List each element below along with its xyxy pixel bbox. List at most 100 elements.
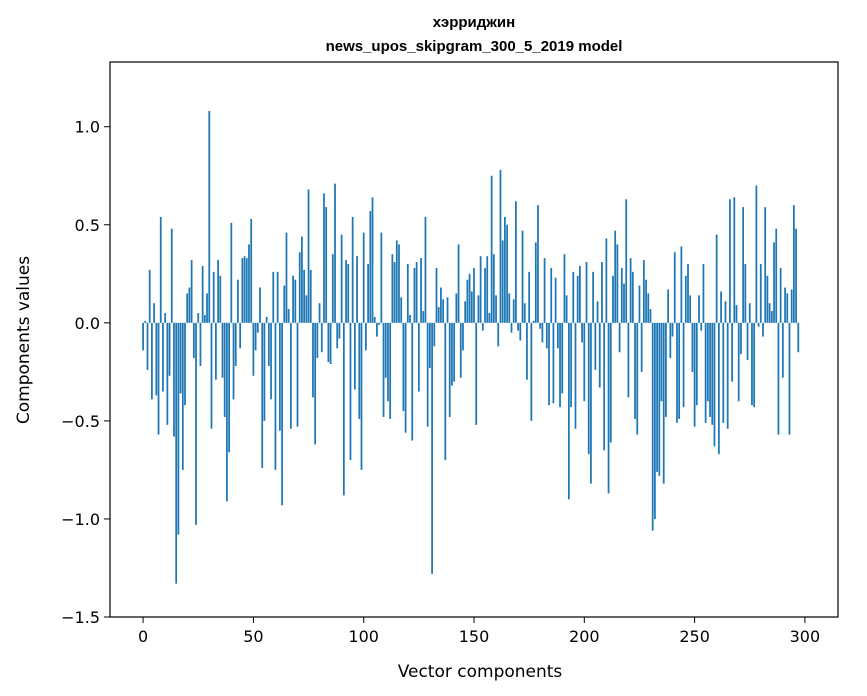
bar — [406, 264, 409, 323]
bar — [512, 299, 515, 323]
bar — [287, 309, 290, 323]
bar — [570, 322, 572, 408]
bar — [217, 260, 219, 323]
bar — [241, 258, 244, 323]
bar — [695, 322, 698, 406]
bar — [567, 322, 570, 500]
bar — [598, 322, 601, 388]
bar — [583, 322, 586, 402]
bar — [170, 228, 173, 323]
bar — [395, 240, 398, 323]
bar — [234, 322, 237, 366]
bar — [662, 322, 665, 484]
bar — [519, 322, 522, 341]
bar — [751, 322, 753, 406]
bar — [638, 285, 641, 323]
bar — [243, 256, 246, 323]
bar — [417, 322, 420, 392]
bar — [592, 271, 594, 323]
bar — [768, 303, 771, 323]
bar — [687, 264, 689, 323]
bar — [334, 183, 336, 323]
bar — [665, 322, 667, 417]
bar — [618, 322, 621, 353]
bar — [457, 244, 460, 323]
bar — [349, 322, 352, 461]
bar — [579, 265, 581, 323]
y-tick-label: −1.0 — [61, 510, 100, 529]
bar — [448, 322, 451, 417]
bar — [501, 240, 504, 323]
bar — [353, 322, 356, 390]
bar — [351, 216, 354, 323]
bar — [270, 322, 272, 400]
bar — [446, 297, 449, 323]
bar — [762, 322, 764, 337]
bar — [656, 322, 658, 472]
bar — [462, 322, 464, 351]
bar — [409, 314, 411, 323]
bar — [453, 322, 456, 382]
bar — [614, 230, 617, 323]
bar — [541, 322, 544, 343]
y-axis-label: Components values — [14, 256, 34, 424]
bar — [561, 322, 564, 394]
bar — [715, 234, 718, 323]
bar — [358, 322, 361, 419]
bar — [587, 322, 590, 455]
bar — [415, 262, 418, 323]
bar — [345, 260, 347, 323]
bar — [528, 271, 531, 323]
chart-title-line2: news_upos_skipgram_300_5_2019 model — [326, 38, 623, 55]
bar — [506, 224, 508, 323]
bar — [609, 322, 612, 443]
bar — [413, 267, 416, 323]
bar — [259, 287, 261, 323]
bar — [208, 111, 211, 323]
bar — [146, 322, 149, 370]
x-axis-label: Vector components — [398, 662, 563, 682]
bar — [283, 285, 286, 323]
bar — [470, 291, 473, 323]
bar — [373, 316, 376, 323]
bar — [775, 228, 778, 323]
x-tick-label: 200 — [569, 627, 600, 646]
bar — [389, 322, 392, 419]
bar — [746, 322, 749, 361]
bar — [190, 260, 193, 323]
bar — [543, 258, 546, 323]
bar — [640, 322, 643, 372]
bar — [706, 322, 709, 402]
bar — [411, 322, 414, 441]
bar — [700, 322, 703, 331]
bar — [678, 322, 681, 419]
bar — [340, 234, 343, 323]
x-tick-label: 150 — [459, 627, 490, 646]
bar — [444, 322, 447, 461]
bar — [773, 242, 775, 323]
x-tick-label: 250 — [679, 627, 710, 646]
bar — [605, 238, 608, 323]
bar — [382, 322, 385, 417]
bar — [636, 322, 639, 435]
bar — [261, 322, 264, 468]
bar — [232, 322, 235, 400]
bar — [215, 322, 217, 380]
bar — [526, 322, 528, 380]
bar — [362, 232, 365, 323]
bar — [281, 322, 283, 506]
bar — [360, 322, 363, 470]
bar — [265, 316, 268, 323]
bar — [631, 271, 634, 323]
bar — [627, 322, 630, 398]
bar — [477, 295, 480, 323]
bar — [464, 301, 467, 323]
x-tick-label: 100 — [348, 627, 379, 646]
bar — [294, 279, 297, 323]
bar — [565, 295, 568, 323]
bar — [786, 293, 789, 323]
bar — [320, 322, 323, 353]
bar — [726, 322, 729, 429]
bar — [753, 322, 756, 408]
